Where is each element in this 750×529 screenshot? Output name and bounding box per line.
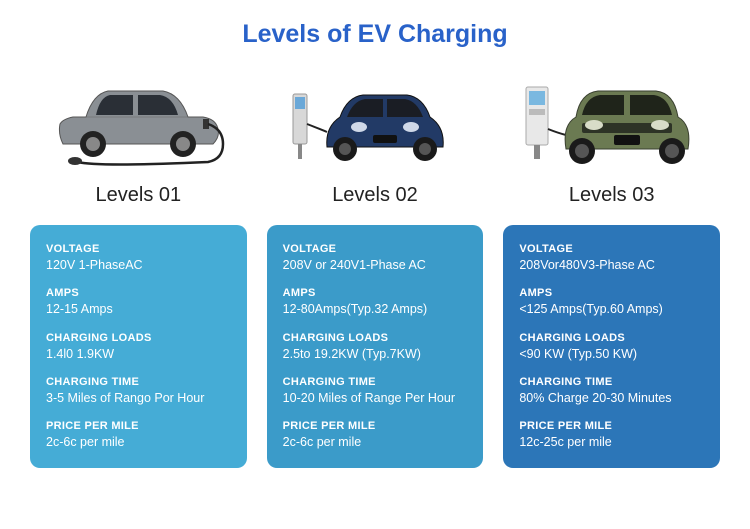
truck-with-dc-charger-icon (522, 69, 702, 169)
voltage-value: 208Vor480V3-Phase AC (519, 257, 704, 273)
infographic-container: Levels of EV Charging Levels 01 VOLTAGE (0, 0, 750, 488)
price-label: PRICE PER MILE (283, 420, 468, 432)
loads-label: CHARGING LOADS (46, 332, 231, 344)
level-label-2: Levels 02 (332, 184, 418, 207)
price-label: PRICE PER MILE (46, 420, 231, 432)
price-value: 12c-25c per mile (519, 434, 704, 450)
spec-card-2: VOLTAGE 208V or 240V1-Phase AC AMPS 12-8… (267, 225, 484, 468)
loads-value: 1.4l0 1.9KW (46, 346, 231, 362)
spec-card-1: VOLTAGE 120V 1-PhaseAC AMPS 12-15 Amps C… (30, 225, 247, 468)
loads-value: 2.5to 19.2KW (Typ.7KW) (283, 346, 468, 362)
time-label: CHARGING TIME (46, 376, 231, 388)
price-value: 2c-6c per mile (46, 434, 231, 450)
price-value: 2c-6c per mile (283, 434, 468, 450)
page-title: Levels of EV Charging (30, 20, 720, 49)
car-illustration-1 (48, 69, 228, 169)
car-with-charger-icon (285, 69, 465, 169)
level-column-3: Levels 03 VOLTAGE 208Vor480V3-Phase AC A… (503, 69, 720, 468)
voltage-label: VOLTAGE (46, 243, 231, 255)
level-column-1: Levels 01 VOLTAGE 120V 1-PhaseAC AMPS 12… (30, 69, 247, 468)
time-value: 3-5 Miles of Rango Por Hour (46, 390, 231, 406)
time-value: 80% Charge 20-30 Minutes (519, 390, 704, 406)
car-icon (48, 69, 228, 169)
amps-label: AMPS (283, 287, 468, 299)
loads-label: CHARGING LOADS (519, 332, 704, 344)
level-label-3: Levels 03 (569, 184, 655, 207)
time-label: CHARGING TIME (283, 376, 468, 388)
time-label: CHARGING TIME (519, 376, 704, 388)
voltage-value: 120V 1-PhaseAC (46, 257, 231, 273)
car-illustration-3 (522, 69, 702, 169)
amps-label: AMPS (519, 287, 704, 299)
amps-value: <125 Amps(Typ.60 Amps) (519, 301, 704, 317)
loads-label: CHARGING LOADS (283, 332, 468, 344)
loads-value: <90 KW (Typ.50 KW) (519, 346, 704, 362)
time-value: 10-20 Miles of Range Per Hour (283, 390, 468, 406)
voltage-label: VOLTAGE (283, 243, 468, 255)
level-label-1: Levels 01 (96, 184, 182, 207)
spec-card-3: VOLTAGE 208Vor480V3-Phase AC AMPS <125 A… (503, 225, 720, 468)
amps-value: 12-15 Amps (46, 301, 231, 317)
voltage-label: VOLTAGE (519, 243, 704, 255)
level-column-2: Levels 02 VOLTAGE 208V or 240V1-Phase AC… (267, 69, 484, 468)
amps-label: AMPS (46, 287, 231, 299)
amps-value: 12-80Amps(Typ.32 Amps) (283, 301, 468, 317)
voltage-value: 208V or 240V1-Phase AC (283, 257, 468, 273)
price-label: PRICE PER MILE (519, 420, 704, 432)
car-illustration-2 (285, 69, 465, 169)
columns-wrapper: Levels 01 VOLTAGE 120V 1-PhaseAC AMPS 12… (30, 69, 720, 468)
